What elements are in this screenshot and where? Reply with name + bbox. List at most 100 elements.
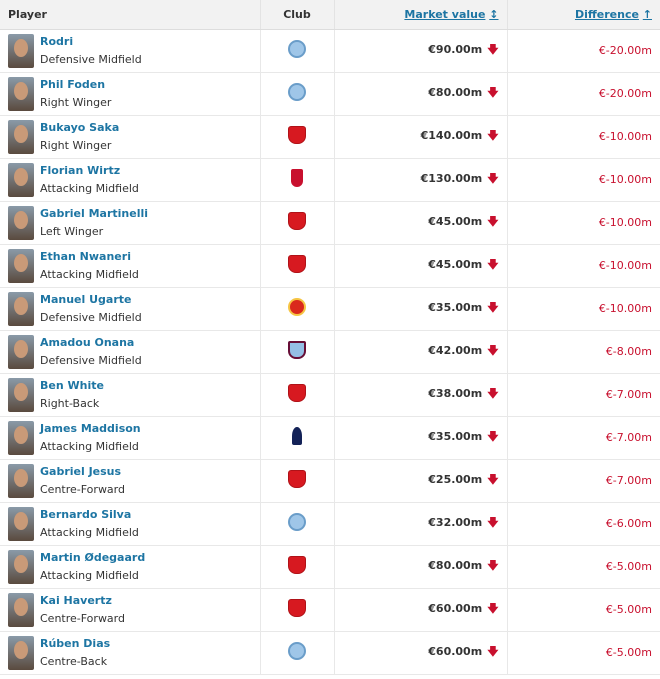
difference-cell: €-8.00m [507,330,660,374]
club-crest-icon[interactable] [292,427,302,445]
player-name-link[interactable]: Rodri [40,35,74,48]
club-crest-icon[interactable] [288,298,306,316]
difference-cell: €-10.00m [507,158,660,202]
player-photo[interactable] [8,33,34,68]
club-crest-icon[interactable] [288,599,306,617]
arrow-down-icon: 🡇 [487,602,499,615]
player-name-link[interactable]: Ben White [40,379,104,392]
player-photo[interactable] [8,592,34,627]
player-position: Attacking Midfield [40,526,139,539]
sort-ascending-icon[interactable]: ↑ [642,7,652,21]
player-photo[interactable] [8,420,34,455]
player-name-link[interactable]: Phil Foden [40,78,106,91]
player-name-link[interactable]: Gabriel Martinelli [40,207,149,220]
difference-sort-link[interactable]: Difference [574,7,639,21]
market-value: €80.00m [428,86,483,99]
player-name-link[interactable]: James Maddison [40,422,141,435]
club-crest-icon[interactable] [288,341,306,359]
player-name-link[interactable]: Bernardo Silva [40,508,132,521]
player-header: Player [0,0,261,30]
player-photo[interactable] [8,377,34,412]
club-crest-icon[interactable] [288,40,306,58]
player-photo[interactable] [8,205,34,240]
market-value-cell: €60.00m 🡇 [334,588,508,632]
market-value-cell: €45.00m 🡇 [334,244,508,288]
player-photo[interactable] [8,635,34,670]
player-position: Attacking Midfield [40,569,139,582]
club-cell [260,158,335,202]
table-row: Ethan Nwaneri Attacking Midfield €45.00m… [0,244,660,288]
player-position: Defensive Midfield [40,311,142,324]
player-photo[interactable] [8,334,34,369]
market-value-header[interactable]: Market value ↕ [334,0,508,30]
player-photo[interactable] [8,506,34,541]
player-name-link[interactable]: Manuel Ugarte [40,293,132,306]
market-value-sort-link[interactable]: Market value [404,7,486,21]
arrow-down-icon: 🡇 [487,86,499,99]
player-name-link[interactable]: Ethan Nwaneri [40,250,131,263]
table-row: Rodri Defensive Midfield €90.00m 🡇 €-20.0… [0,29,660,73]
player-photo[interactable] [8,549,34,584]
difference-cell: €-20.00m [507,72,660,116]
club-crest-icon[interactable] [291,169,303,187]
player-cell: Ethan Nwaneri Attacking Midfield [0,244,261,288]
club-crest-icon[interactable] [288,83,306,101]
club-cell [260,330,335,374]
market-value-cell: €80.00m 🡇 [334,72,508,116]
player-name-link[interactable]: Bukayo Saka [40,121,120,134]
difference-cell: €-20.00m [507,29,660,73]
difference-cell: €-10.00m [507,115,660,159]
player-name-link[interactable]: Rúben Dias [40,637,111,650]
player-name-link[interactable]: Florian Wirtz [40,164,121,177]
player-photo[interactable] [8,162,34,197]
table-header: Player Club Market value ↕ Difference ↑ [0,0,660,30]
difference-cell: €-7.00m [507,416,660,460]
club-cell [260,115,335,159]
club-crest-icon[interactable] [288,642,306,660]
club-crest-icon[interactable] [288,513,306,531]
player-photo[interactable] [8,119,34,154]
player-name-link[interactable]: Kai Havertz [40,594,112,607]
club-crest-icon[interactable] [288,384,306,402]
player-position: Attacking Midfield [40,440,139,453]
player-photo[interactable] [8,76,34,111]
market-value: €90.00m [428,43,483,56]
market-value: €35.00m [428,430,483,443]
player-photo[interactable] [8,248,34,283]
difference-cell: €-6.00m [507,502,660,546]
player-cell: Gabriel Martinelli Left Winger [0,201,261,245]
market-value-cell: €42.00m 🡇 [334,330,508,374]
player-name-link[interactable]: Martin Ødegaard [40,551,146,564]
player-cell: Kai Havertz Centre-Forward [0,588,261,632]
player-cell: Martin Ødegaard Attacking Midfield [0,545,261,589]
club-crest-icon[interactable] [288,126,306,144]
player-position: Defensive Midfield [40,354,142,367]
player-name-link[interactable]: Gabriel Jesus [40,465,122,478]
club-crest-icon[interactable] [288,255,306,273]
club-cell [260,29,335,73]
arrow-down-icon: 🡇 [487,129,499,142]
player-position: Attacking Midfield [40,182,139,195]
sort-icon[interactable]: ↕ [489,7,499,21]
table-row: Bernardo Silva Attacking Midfield €32.00… [0,502,660,546]
player-position: Defensive Midfield [40,53,142,66]
difference-cell: €-7.00m [507,459,660,503]
market-value: €80.00m [428,559,483,572]
player-photo[interactable] [8,291,34,326]
player-cell: Gabriel Jesus Centre-Forward [0,459,261,503]
player-name-link[interactable]: Amadou Onana [40,336,135,349]
player-photo[interactable] [8,463,34,498]
table-row: Amadou Onana Defensive Midfield €42.00m 🡇… [0,330,660,374]
difference-header[interactable]: Difference ↑ [507,0,660,30]
player-position: Attacking Midfield [40,268,139,281]
market-value: €45.00m [428,258,483,271]
arrow-down-icon: 🡇 [487,645,499,658]
player-cell: Rodri Defensive Midfield [0,29,261,73]
club-crest-icon[interactable] [288,470,306,488]
player-cell: James Maddison Attacking Midfield [0,416,261,460]
club-crest-icon[interactable] [288,556,306,574]
club-crest-icon[interactable] [288,212,306,230]
arrow-down-icon: 🡇 [487,430,499,443]
arrow-down-icon: 🡇 [487,559,499,572]
